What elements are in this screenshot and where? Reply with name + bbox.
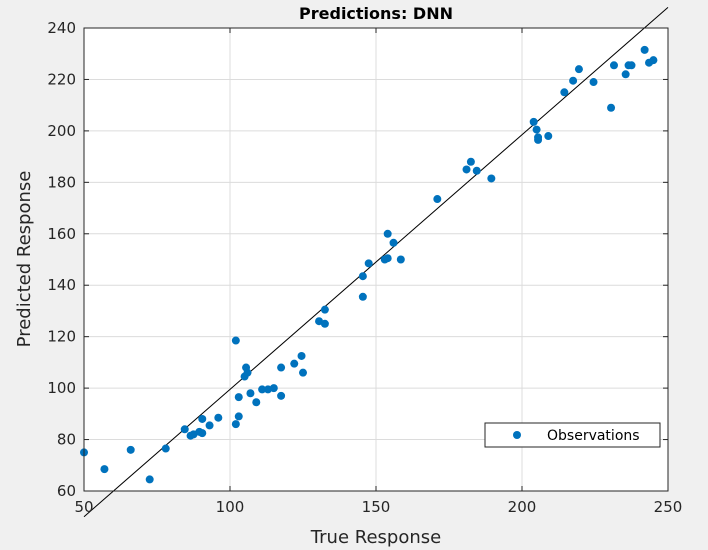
data-point: [198, 429, 207, 438]
data-point: [126, 445, 135, 454]
data-point: [246, 389, 255, 398]
x-tick-label: 100: [216, 498, 245, 516]
x-tick-label: 150: [362, 498, 391, 516]
data-point: [198, 414, 207, 423]
data-point: [258, 385, 267, 394]
data-point: [396, 255, 405, 264]
x-tick-label: 250: [654, 498, 683, 516]
y-tick-label: 180: [47, 173, 76, 191]
data-point: [145, 475, 154, 484]
y-tick-label: 140: [47, 276, 76, 294]
data-point: [462, 165, 471, 174]
data-point: [472, 166, 481, 175]
data-point: [277, 363, 286, 372]
data-point: [214, 413, 223, 422]
data-point: [560, 88, 569, 97]
legend-marker: [513, 431, 521, 439]
data-point: [320, 305, 329, 314]
y-tick-label: 60: [57, 482, 76, 500]
data-point: [277, 391, 286, 400]
data-point: [569, 76, 578, 85]
data-point: [231, 420, 240, 429]
data-point: [205, 421, 214, 430]
data-point: [358, 292, 367, 301]
data-point: [234, 412, 243, 421]
y-tick-label: 100: [47, 379, 76, 397]
data-point: [621, 70, 630, 79]
y-tick-label: 240: [47, 19, 76, 37]
y-tick-label: 80: [57, 431, 76, 449]
data-point: [290, 359, 299, 368]
data-point: [252, 398, 261, 407]
data-point: [607, 103, 616, 112]
data-point: [649, 56, 658, 65]
y-tick-label: 220: [47, 70, 76, 88]
data-point: [299, 368, 307, 377]
data-point: [433, 195, 442, 204]
data-point: [231, 336, 240, 345]
reference-line-group: [83, 7, 669, 518]
data-point: [574, 65, 583, 74]
y-tick-label: 200: [47, 122, 76, 140]
data-point: [234, 393, 243, 402]
data-point: [320, 319, 329, 328]
legend-label-observations: Observations: [547, 428, 640, 444]
data-point: [364, 259, 373, 268]
reference-line: [83, 7, 669, 518]
data-point: [532, 125, 541, 134]
data-point: [534, 133, 543, 142]
data-point: [358, 272, 367, 281]
data-point: [589, 78, 598, 87]
data-point: [297, 351, 306, 360]
data-point: [640, 45, 649, 54]
x-tick-label: 50: [74, 498, 93, 516]
data-point: [529, 117, 538, 126]
data-point: [100, 465, 109, 474]
chart-title: Predictions: DNN: [299, 4, 453, 23]
legend: Observations: [484, 422, 661, 448]
y-axis-label: Predicted Response: [14, 171, 35, 348]
data-point: [180, 425, 189, 434]
data-point: [627, 61, 636, 70]
y-tick-label: 120: [47, 328, 76, 346]
data-point: [383, 229, 392, 238]
data-point: [609, 61, 618, 70]
y-tick-label: 160: [47, 225, 76, 243]
data-point: [487, 174, 496, 183]
x-axis-ticks: 50 100 150 200 250: [74, 28, 682, 516]
y-axis-ticks: 60 80 100 120 140 160 180 200 220 240: [47, 19, 668, 500]
data-point: [383, 254, 392, 263]
data-point: [161, 444, 170, 453]
data-point: [243, 368, 252, 377]
data-point: [466, 157, 475, 166]
data-point: [269, 384, 278, 393]
data-point: [544, 132, 553, 141]
x-tick-label: 200: [508, 498, 537, 516]
data-point: [389, 238, 398, 247]
data-points: [80, 45, 658, 484]
x-axis-label: True Response: [310, 527, 441, 548]
